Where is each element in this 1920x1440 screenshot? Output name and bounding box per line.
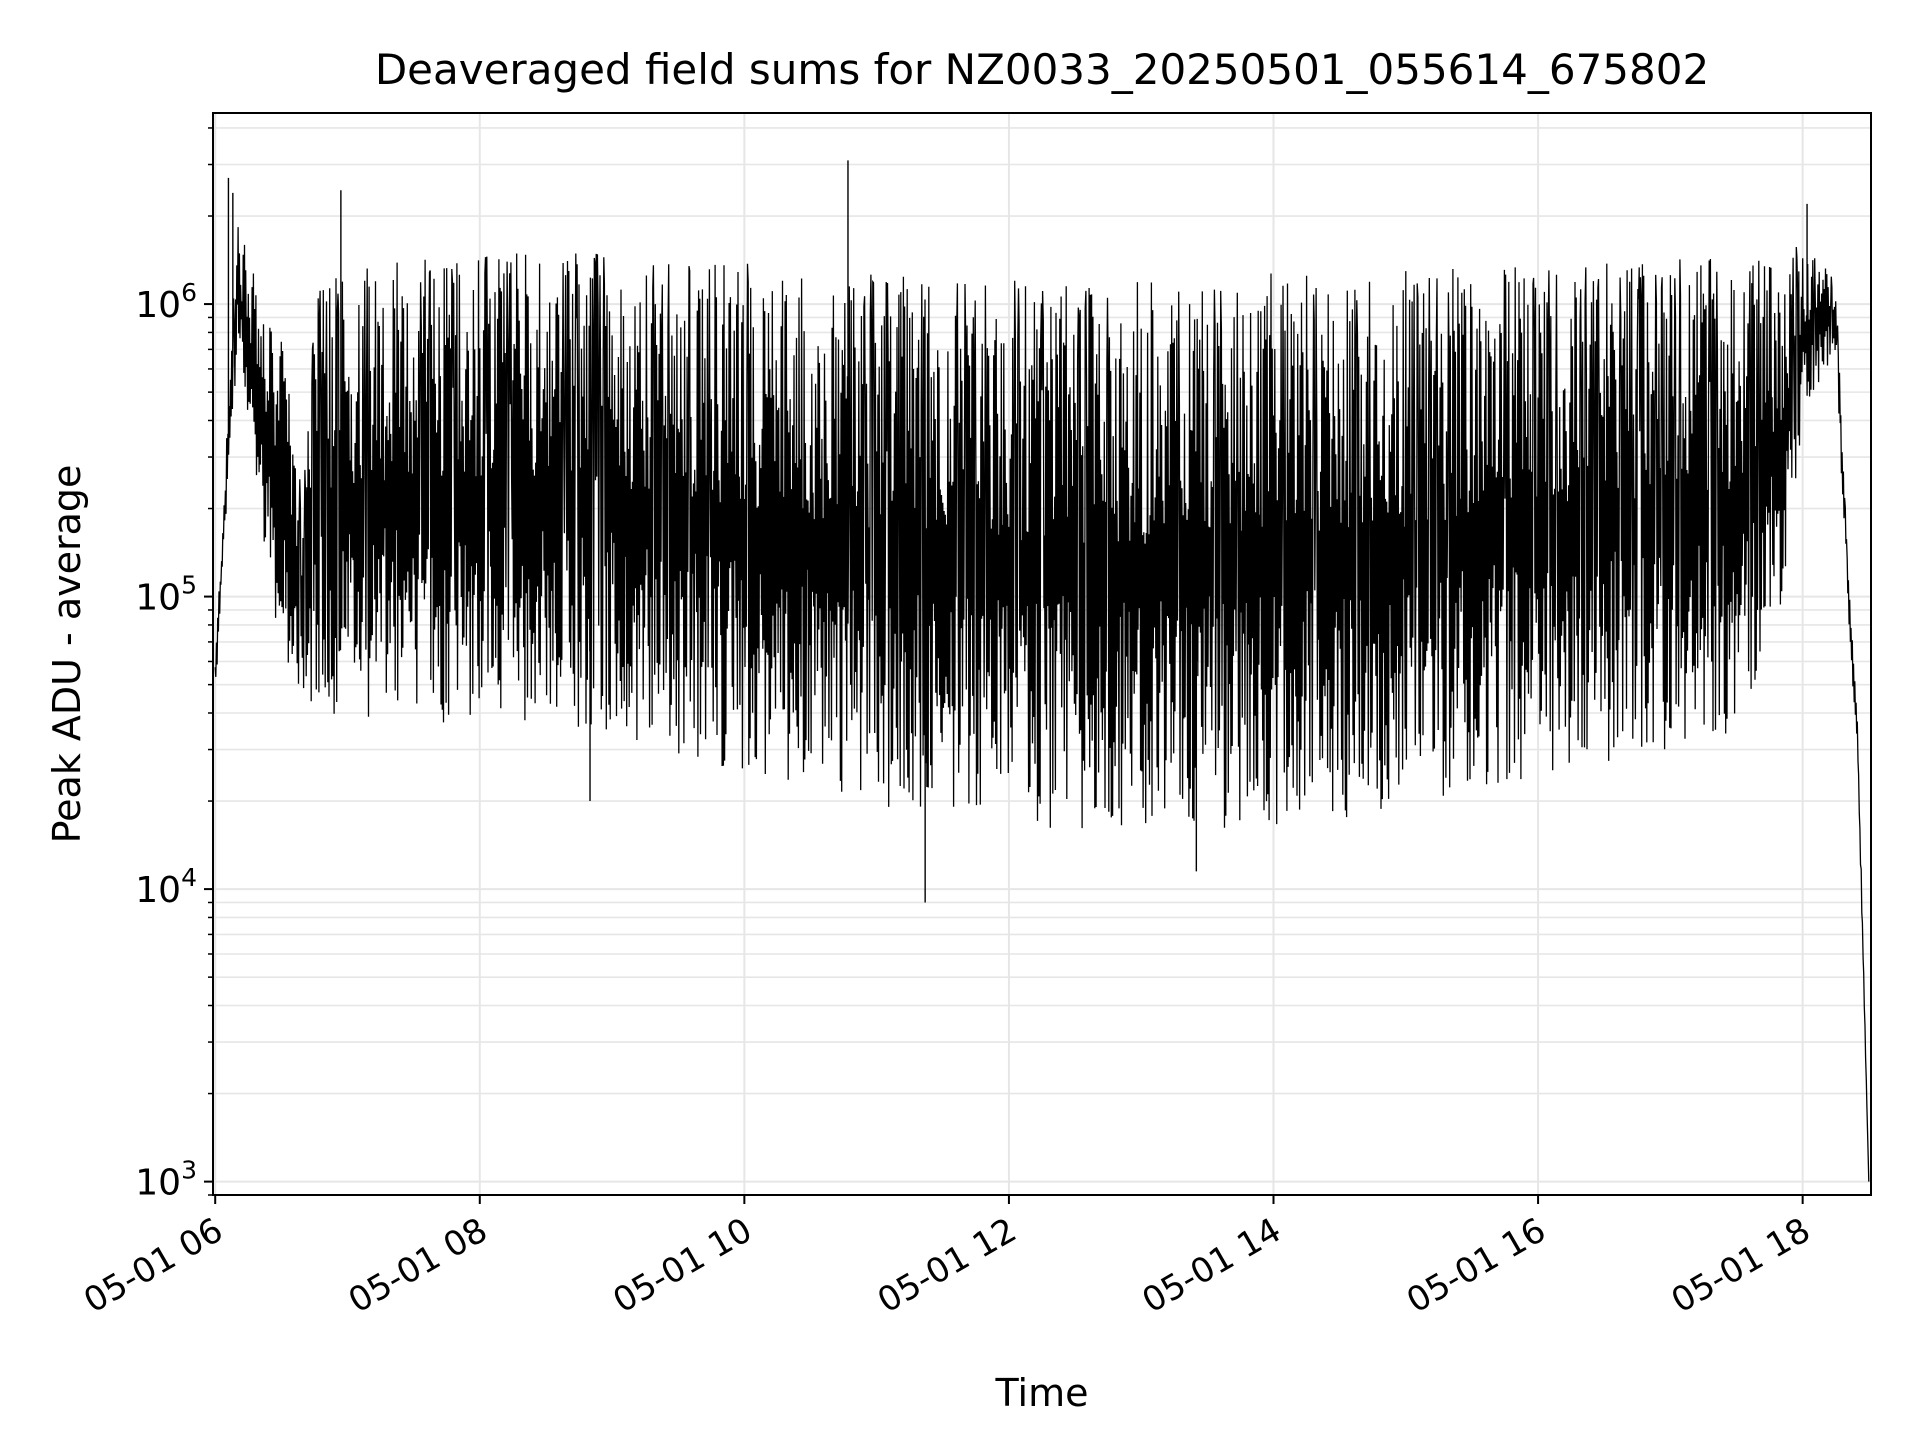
chart-title: Deaveraged field sums for NZ0033_2025050… (375, 45, 1709, 94)
y-tick-label: 105 (135, 571, 197, 619)
x-axis-label: Time (995, 1371, 1089, 1415)
y-tick-label: 103 (135, 1156, 197, 1204)
series-line (214, 227, 1870, 1182)
plot-frame (212, 112, 1872, 1196)
y-axis-label: Peak ADU - average (45, 465, 89, 844)
y-tick-label: 106 (135, 278, 197, 326)
data-trace (214, 160, 1870, 1182)
y-tick-label: 104 (135, 863, 197, 911)
grid (213, 113, 1871, 1196)
y-axis: 103 104 105 106 (135, 127, 213, 1204)
